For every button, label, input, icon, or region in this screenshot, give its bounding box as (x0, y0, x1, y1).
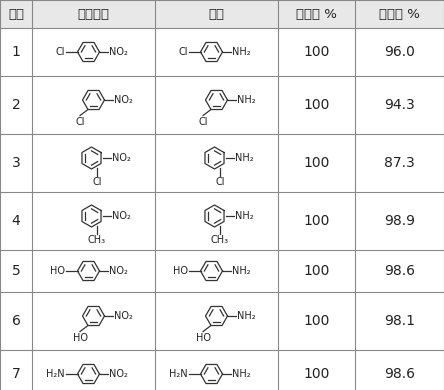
Text: 6: 6 (12, 314, 20, 328)
Text: 100: 100 (303, 314, 330, 328)
Text: 98.6: 98.6 (384, 367, 415, 381)
Text: 3: 3 (12, 156, 20, 170)
Text: NH₂: NH₂ (231, 266, 250, 276)
Text: 5: 5 (12, 264, 20, 278)
Text: HO: HO (195, 333, 210, 342)
Text: 100: 100 (303, 367, 330, 381)
Text: 100: 100 (303, 156, 330, 170)
Text: NH₂: NH₂ (231, 47, 250, 57)
Text: 转化率 %: 转化率 % (296, 7, 337, 21)
Text: CH₃: CH₃ (88, 234, 106, 245)
Text: NO₂: NO₂ (108, 369, 127, 379)
Text: HO: HO (72, 333, 87, 342)
Text: Cl: Cl (92, 177, 102, 186)
Text: 1: 1 (12, 45, 20, 59)
Text: NO₂: NO₂ (111, 211, 131, 221)
Text: 98.9: 98.9 (384, 214, 415, 228)
Text: NO₂: NO₂ (108, 266, 127, 276)
Text: NO₂: NO₂ (114, 95, 132, 105)
Text: 100: 100 (303, 264, 330, 278)
Text: HO: HO (49, 266, 64, 276)
Text: NO₂: NO₂ (114, 311, 132, 321)
Text: 2: 2 (12, 98, 20, 112)
Bar (0, 0, 444, 28)
Text: Cl: Cl (75, 117, 85, 126)
Text: 96.0: 96.0 (384, 45, 415, 59)
Text: 100: 100 (303, 45, 330, 59)
Text: 4: 4 (12, 214, 20, 228)
Text: NH₂: NH₂ (234, 153, 253, 163)
Text: Cl: Cl (178, 47, 187, 57)
Text: NO₂: NO₂ (111, 153, 131, 163)
Text: NH₂: NH₂ (231, 369, 250, 379)
Text: 7: 7 (12, 367, 20, 381)
Text: CH₃: CH₃ (211, 234, 229, 245)
Text: 产物: 产物 (209, 7, 225, 21)
Text: Cl: Cl (198, 117, 208, 126)
Text: H₂N: H₂N (46, 369, 64, 379)
Text: 87.3: 87.3 (384, 156, 415, 170)
Text: 序号: 序号 (8, 7, 24, 21)
Text: Cl: Cl (215, 177, 225, 186)
Text: Cl: Cl (55, 47, 64, 57)
Text: NH₂: NH₂ (234, 211, 253, 221)
Text: 98.1: 98.1 (384, 314, 415, 328)
Text: NH₂: NH₂ (237, 95, 255, 105)
Text: 100: 100 (303, 98, 330, 112)
Text: 选择性 %: 选择性 % (379, 7, 420, 21)
Text: NO₂: NO₂ (108, 47, 127, 57)
Text: 反应原料: 反应原料 (78, 7, 110, 21)
Text: 94.3: 94.3 (384, 98, 415, 112)
Text: H₂N: H₂N (169, 369, 187, 379)
Text: NH₂: NH₂ (237, 311, 255, 321)
Text: HO: HO (173, 266, 187, 276)
Text: 100: 100 (303, 214, 330, 228)
Text: 98.6: 98.6 (384, 264, 415, 278)
